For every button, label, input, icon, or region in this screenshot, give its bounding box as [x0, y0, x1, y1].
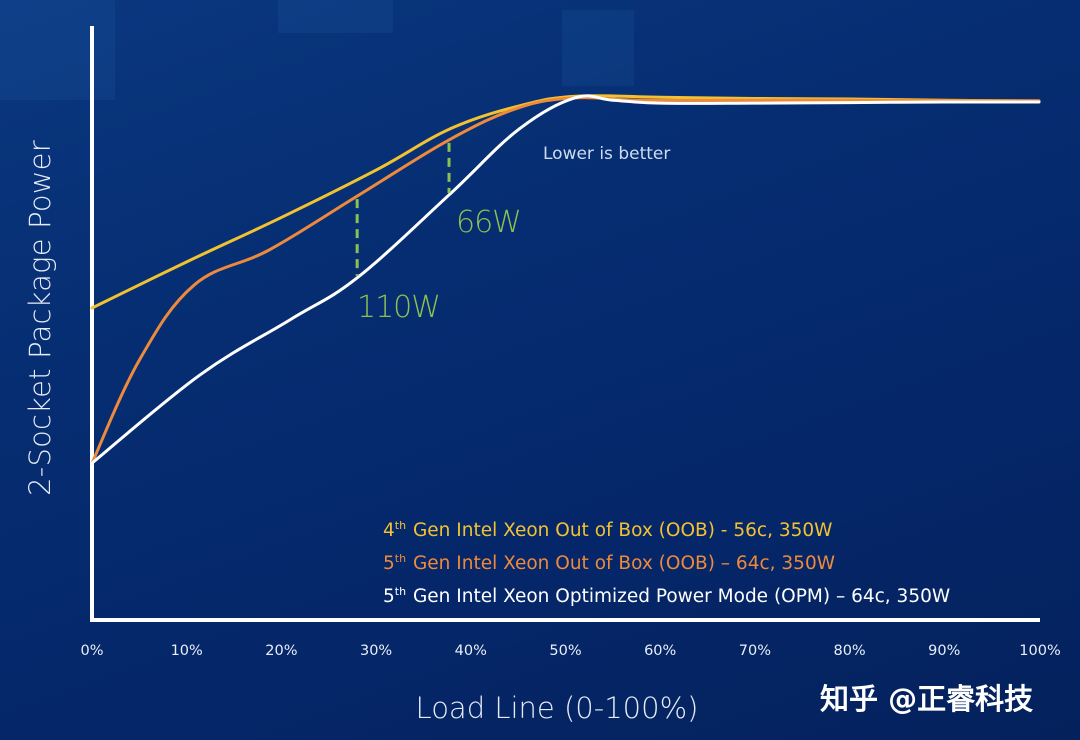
background-block — [0, 0, 115, 100]
legend-ordinal: th — [394, 552, 407, 565]
x-tick-label: 50% — [549, 643, 582, 659]
x-tick-label: 90% — [928, 643, 961, 659]
watermark: 知乎 @正睿科技 — [820, 682, 1034, 716]
x-tick-label: 80% — [833, 643, 866, 659]
series-layer — [90, 94, 1041, 465]
legend-text: Gen Intel Xeon Out of Box (OOB) – 64c, 3… — [407, 553, 836, 574]
legend-item-4th-gen-oob: 4th Gen Intel Xeon Out of Box (OOB) - 56… — [383, 512, 950, 545]
background-block — [278, 0, 393, 33]
delta-label-66w: 66W — [456, 205, 522, 240]
delta-label-110w: 110W — [357, 290, 441, 325]
legend-ordinal: th — [394, 519, 407, 532]
legend-ordinal: th — [394, 585, 407, 598]
legend-text: Gen Intel Xeon Out of Box (OOB) - 56c, 3… — [407, 520, 833, 541]
series-4th-gen-oob-line — [90, 94, 1041, 310]
x-tick-label: 20% — [265, 643, 298, 659]
x-axis-label: Load Line (0-100%) — [415, 691, 699, 725]
x-tick-label: 10% — [170, 643, 203, 659]
legend-text: Gen Intel Xeon Optimized Power Mode (OPM… — [407, 586, 951, 607]
x-tick-label: 30% — [359, 643, 393, 659]
x-tick-label: 70% — [738, 643, 772, 659]
series-5th-gen-opm-line — [90, 94, 1041, 465]
y-axis-label: 2-Socket Package Power — [23, 140, 57, 496]
legend-gen-number: 5 — [383, 586, 395, 607]
legend-item-5th-gen-opm: 5th Gen Intel Xeon Optimized Power Mode … — [383, 578, 950, 611]
axes — [90, 26, 1040, 622]
annotation-layer — [355, 142, 451, 276]
legend-gen-number: 4 — [383, 520, 395, 541]
series-5th-gen-oob-line — [90, 96, 1041, 465]
legend-item-5th-gen-oob: 5th Gen Intel Xeon Out of Box (OOB) – 64… — [383, 545, 950, 578]
legend: 4th Gen Intel Xeon Out of Box (OOB) - 56… — [383, 512, 950, 611]
x-tick-label: 40% — [454, 643, 487, 659]
lower-is-better-note: Lower is better — [543, 144, 671, 164]
x-tick-label: 60% — [644, 643, 677, 659]
background-block — [562, 10, 634, 86]
x-tick-label: 100% — [1019, 643, 1061, 659]
x-tick-label: 0% — [80, 643, 104, 659]
legend-gen-number: 5 — [383, 553, 395, 574]
